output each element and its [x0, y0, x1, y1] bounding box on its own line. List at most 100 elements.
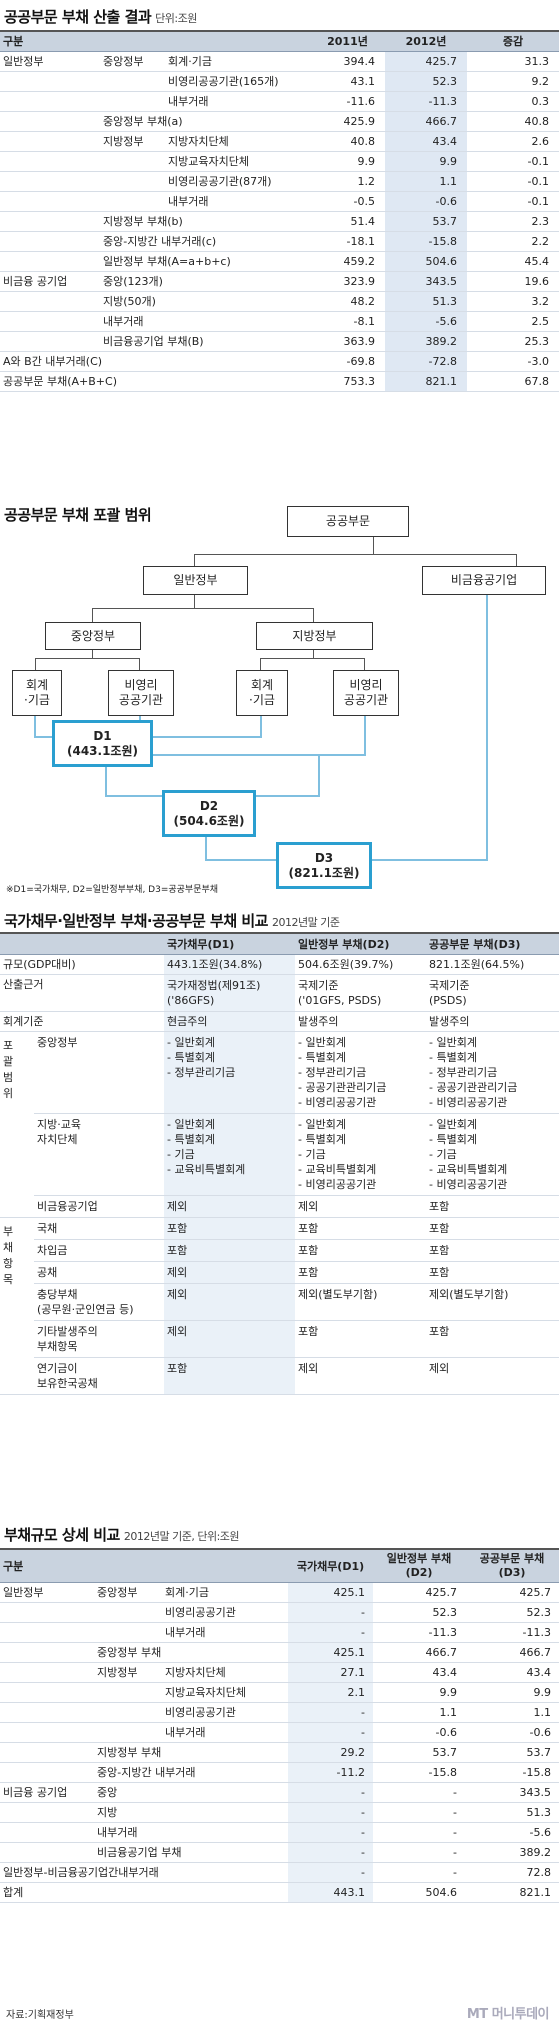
section-title: 국가채무·일반정부 부채·공공부문 부채 비교 2012년말 기준	[4, 912, 340, 930]
results-table: 구분 2011년 2012년 증감 일반정부 중앙정부 회계·기금 394.4 425.…	[0, 30, 559, 392]
table-row: 비금융공기업 부채(B) 363.9 389.2 25.3	[0, 331, 559, 352]
value-cell: 제외	[164, 1283, 295, 1321]
value-cell: 1.1	[385, 171, 467, 192]
row-label	[100, 91, 165, 112]
value-cell: -0.5	[310, 191, 385, 212]
publisher-logo: MT 머니투데이	[466, 2007, 550, 2022]
row-label: 비금융공기업	[34, 1195, 164, 1218]
value-cell: 52.3	[465, 1602, 559, 1623]
value-cell: 466.7	[373, 1642, 465, 1663]
header-d1: 국가채무(D1)	[288, 1548, 373, 1583]
value-cell: 제외	[164, 1195, 295, 1218]
table-row: 충당부채 (공무원·군인연금 등) 제외 제외(별도부기함) 제외(별도부기함)	[0, 1283, 559, 1321]
value-cell: 425.1	[288, 1582, 373, 1603]
row-label	[0, 1642, 94, 1663]
row-label	[100, 71, 165, 92]
table-row: 공채 제외 포함 포함	[0, 1261, 559, 1284]
value-cell: 425.7	[465, 1582, 559, 1603]
table-row: 비영리공공기관 -1.1 1.1	[0, 1702, 559, 1723]
row-label: 중앙정부	[94, 1582, 162, 1603]
row-label: 지방자치단체	[162, 1662, 288, 1683]
row-label: 중앙-지방간 내부거래	[94, 1762, 288, 1783]
table-row: 비금융 공기업 중앙(123개) 323.9 343.5 19.6	[0, 271, 559, 292]
source-note: 자료:기획재정부	[6, 2010, 74, 2021]
value-cell: 323.9	[310, 271, 385, 292]
value-cell: 포함	[295, 1217, 426, 1240]
detail-table: 구분 국가채무(D1) 일반정부 부채 (D2) 공공부문 부채 (D3) 일반정부…	[0, 1548, 559, 1903]
value-cell: 48.2	[310, 291, 385, 312]
table-row: 합계 443.1 504.6 821.1	[0, 1882, 559, 1903]
table-row: 부채항목 국채 포함 포함 포함	[0, 1217, 559, 1395]
row-label: 중앙정부 부채(a)	[100, 111, 310, 132]
value-cell: 포함	[426, 1261, 559, 1284]
row-label: 일반정부 부채(A=a+b+c)	[100, 251, 310, 272]
value-cell: -	[373, 1862, 465, 1883]
value-cell: -0.1	[467, 191, 559, 212]
table-row: 비금융공기업 부채 - -389.2	[0, 1842, 559, 1863]
value-cell: 제외	[295, 1195, 426, 1218]
row-label	[0, 1722, 94, 1743]
value-cell: 발생주의	[295, 1011, 426, 1032]
row-label	[0, 331, 100, 352]
row-label: 지방교육자치단체	[162, 1682, 288, 1703]
value-cell: 389.2	[385, 331, 467, 352]
row-label: 비영리공공기관	[162, 1602, 288, 1623]
value-cell: 394.4	[310, 51, 385, 72]
header-2012: 2012년	[385, 30, 467, 52]
header-2011: 2011년	[310, 30, 385, 52]
value-cell: 9.9	[373, 1682, 465, 1703]
value-cell: 포함	[295, 1239, 426, 1262]
value-cell: 국제기준 (PSDS)	[426, 974, 559, 1012]
value-cell: 363.9	[310, 331, 385, 352]
row-label: 일반정부	[0, 1582, 94, 1603]
value-cell: 51.3	[465, 1802, 559, 1823]
value-cell: 국제기준 ('01GFS, PSDS)	[295, 974, 426, 1012]
group-label: 부채항목	[0, 1217, 34, 1395]
row-label	[94, 1682, 162, 1703]
value-cell: 425.7	[385, 51, 467, 72]
value-cell: 0.3	[467, 91, 559, 112]
value-cell: 1.2	[310, 171, 385, 192]
row-label	[94, 1622, 162, 1643]
row-label: 내부거래	[162, 1622, 288, 1643]
value-cell: 발생주의	[426, 1011, 559, 1032]
table-row: 내부거래 - - -5.6	[0, 1822, 559, 1843]
box-d2: D2 (504.6조원)	[162, 790, 256, 837]
value-cell: 53.7	[373, 1742, 465, 1763]
value-cell: 2.2	[467, 231, 559, 252]
value-cell: 43.4	[465, 1662, 559, 1683]
row-label: 중앙정부 부채	[94, 1642, 288, 1663]
header-d3: 공공부문 부채(D3)	[426, 932, 559, 955]
row-label: 비금융공기업 부채(B)	[100, 331, 310, 352]
value-cell: -11.3	[373, 1622, 465, 1643]
row-label: 지방정부	[94, 1662, 162, 1683]
table-row: 지방(50개) 48.2 51.3 3.2	[0, 291, 559, 312]
value-cell: 포함	[164, 1217, 295, 1240]
row-label: 내부거래	[100, 311, 310, 332]
row-label	[100, 191, 165, 212]
header-change: 증감	[467, 30, 559, 52]
row-label: 차입금	[34, 1239, 164, 1262]
row-label	[94, 1722, 162, 1743]
row-label: 국채	[34, 1217, 164, 1240]
header-blank	[0, 932, 164, 955]
table-row: 중앙정부 부채 425.1 466.7 466.7	[0, 1642, 559, 1663]
row-label: 기타발생주의 부채항목	[34, 1320, 164, 1358]
row-label	[0, 211, 100, 232]
value-cell: 포함	[426, 1239, 559, 1262]
value-cell: 459.2	[310, 251, 385, 272]
table-row: 내부거래 -0.5 -0.6 -0.1	[0, 191, 559, 212]
value-cell: 제외	[426, 1357, 559, 1395]
value-cell: -15.8	[385, 231, 467, 252]
value-cell: 3.2	[467, 291, 559, 312]
table-row: 포괄범위 중앙정부 - 일반회계 - 특별회계 - 정부관리기금 - 일반회계 - 특별회계…	[0, 1031, 559, 1218]
value-cell: 포함	[295, 1320, 426, 1358]
value-cell: 53.7	[465, 1742, 559, 1763]
value-cell: 29.2	[288, 1742, 373, 1763]
value-cell: 52.3	[385, 71, 467, 92]
row-label: A와 B간 내부거래(C)	[0, 351, 310, 372]
value-cell: 466.7	[385, 111, 467, 132]
header-category: 구분	[0, 30, 310, 52]
value-cell: -15.8	[465, 1762, 559, 1783]
value-cell: 1.1	[465, 1702, 559, 1723]
